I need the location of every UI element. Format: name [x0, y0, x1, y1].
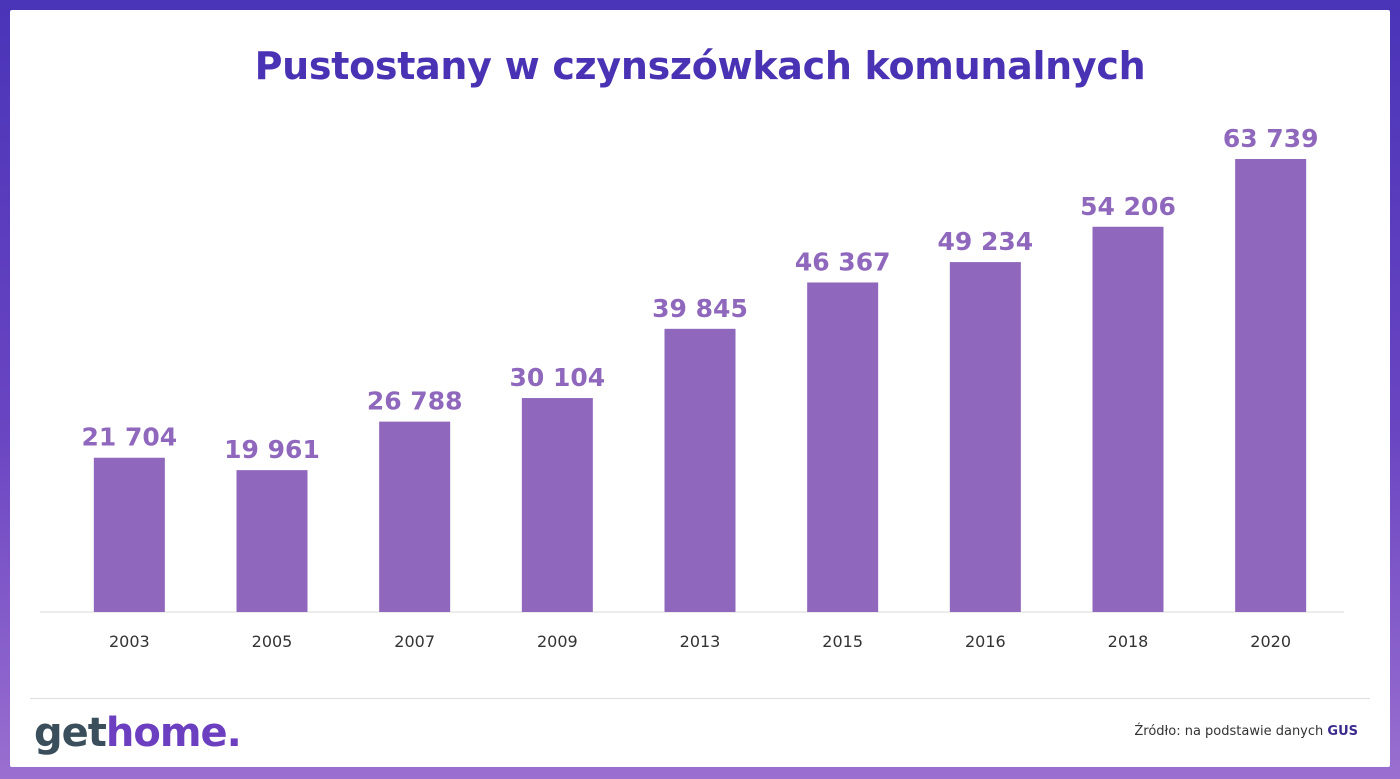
- x-tick-label-2009: 2009: [537, 632, 578, 651]
- x-tick-label-2005: 2005: [252, 632, 293, 651]
- data-label-2015: 46 367: [795, 247, 891, 276]
- bar-2015: [807, 282, 879, 612]
- bar-2005: [236, 470, 308, 612]
- data-label-2007: 26 788: [367, 387, 463, 416]
- chart-card: Pustostany w czynszówkach komunalnych 21…: [10, 10, 1390, 767]
- bar-2013: [664, 328, 736, 612]
- bar-2016: [949, 262, 1021, 612]
- x-tick-label-2020: 2020: [1250, 632, 1291, 651]
- source-note: Źródło: na podstawie danych GUS: [1134, 724, 1358, 739]
- bar-2003: [93, 457, 165, 612]
- source-name: GUS: [1327, 724, 1358, 739]
- chart-title: Pustostany w czynszówkach komunalnych: [254, 44, 1146, 88]
- logo-get: get: [34, 710, 107, 756]
- data-label-2005: 19 961: [224, 435, 320, 464]
- x-tick-label-2016: 2016: [965, 632, 1006, 651]
- x-tick-label-2015: 2015: [822, 632, 863, 651]
- data-label-2016: 49 234: [937, 227, 1033, 256]
- x-tick-label-2007: 2007: [394, 632, 435, 651]
- bar-chart: 21 704 2003 19 961 2005 26 788 2007 30 104 2009…: [40, 124, 1344, 651]
- bar-2020: [1235, 159, 1307, 612]
- bar-2007: [379, 421, 451, 612]
- data-label-2018: 54 206: [1080, 192, 1176, 221]
- data-label-2013: 39 845: [652, 294, 748, 323]
- x-tick-label-2003: 2003: [109, 632, 150, 651]
- logo-home: home: [105, 710, 228, 756]
- data-label-2003: 21 704: [81, 423, 177, 452]
- x-tick-label-2013: 2013: [680, 632, 721, 651]
- footer-divider: [30, 698, 1370, 699]
- bar-2018: [1092, 226, 1164, 612]
- logo-dot: .: [226, 710, 242, 756]
- gethome-logo: gethome.: [34, 710, 242, 756]
- bar-2009: [521, 398, 593, 612]
- x-tick-label-2018: 2018: [1108, 632, 1149, 651]
- data-label-2009: 30 104: [509, 363, 605, 392]
- source-prefix: Źródło: na podstawie danych: [1134, 724, 1324, 739]
- data-label-2020: 63 739: [1223, 124, 1319, 153]
